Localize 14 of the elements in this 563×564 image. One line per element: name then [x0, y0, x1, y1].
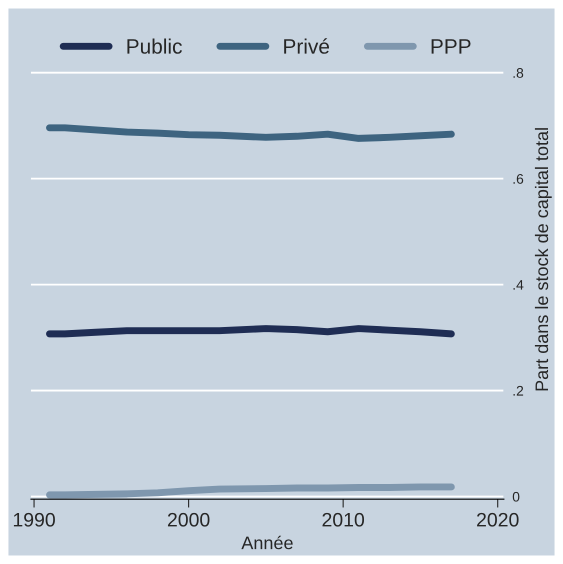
x-tick-label: 1990 — [14, 512, 55, 527]
legend-label: Privé — [284, 38, 330, 54]
x-axis-title: Année — [241, 536, 293, 550]
y-tick-label: .4 — [513, 280, 524, 290]
y-tick-label: 0 — [512, 492, 520, 502]
x-tick-label: 2020 — [477, 512, 519, 527]
y-axis-title: Part dans le stock de capital total — [534, 128, 552, 390]
legend-label: PPP — [432, 39, 471, 54]
y-tick-label: .2 — [513, 386, 524, 396]
x-tick-label: 2010 — [322, 512, 364, 527]
y-tick-label: .8 — [513, 68, 524, 78]
x-tick-label: 2000 — [168, 512, 210, 527]
legend-label: Public — [127, 38, 182, 54]
y-tick-label: .6 — [513, 174, 524, 184]
